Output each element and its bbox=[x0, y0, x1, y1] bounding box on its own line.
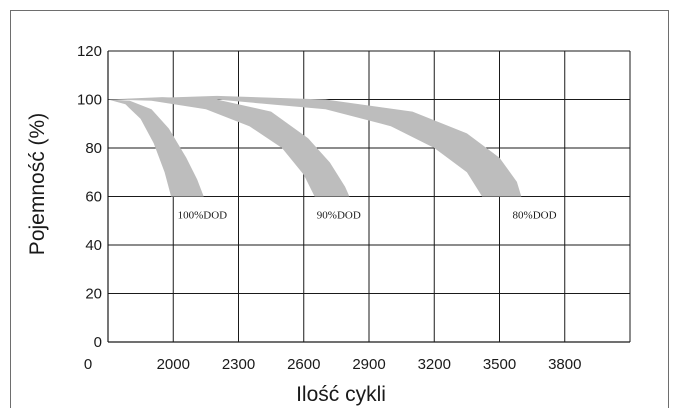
x-axis-title: Ilość cykli bbox=[296, 383, 386, 406]
y-tick-label: 20 bbox=[85, 286, 102, 303]
x-tick-label: 2900 bbox=[352, 356, 385, 373]
chart-frame: 0 20 40 60 80 100 120 0 2000 2300 2600 2900 3200 3500… bbox=[10, 10, 669, 408]
x-tick-label: 2600 bbox=[287, 356, 320, 373]
series-bands bbox=[108, 95, 522, 197]
x-tick-label: 3200 bbox=[418, 356, 451, 373]
x-tick-label: 2300 bbox=[222, 356, 255, 373]
x-tick-label: 3500 bbox=[483, 356, 516, 373]
capacity-chart: 0 20 40 60 80 100 120 0 2000 2300 2600 2900 3200 3500… bbox=[26, 43, 631, 406]
y-axis-title: Pojemność (%) bbox=[26, 113, 49, 255]
x-tick-label: 2000 bbox=[157, 356, 190, 373]
y-tick-label: 100 bbox=[77, 92, 102, 109]
series-band bbox=[108, 95, 522, 197]
y-tick-label: 40 bbox=[85, 237, 102, 254]
y-tick-label: 0 bbox=[94, 334, 102, 351]
series-label: 80%DOD bbox=[513, 209, 557, 221]
series-band bbox=[108, 99, 204, 197]
axes bbox=[107, 51, 630, 343]
tick-labels: 0 20 40 60 80 100 120 0 2000 2300 2600 2900 3200 3500… bbox=[77, 43, 581, 373]
series-label: 100%DOD bbox=[178, 209, 228, 221]
series-band bbox=[108, 97, 350, 197]
y-tick-label: 60 bbox=[85, 189, 102, 206]
x-tick-label: 0 bbox=[84, 356, 92, 373]
x-tick-label: 3800 bbox=[548, 356, 581, 373]
y-tick-label: 80 bbox=[85, 140, 102, 157]
y-tick-label: 120 bbox=[77, 43, 102, 60]
series-label: 90%DOD bbox=[317, 209, 361, 221]
series-labels: 100%DOD 90%DOD 80%DOD bbox=[178, 209, 557, 221]
